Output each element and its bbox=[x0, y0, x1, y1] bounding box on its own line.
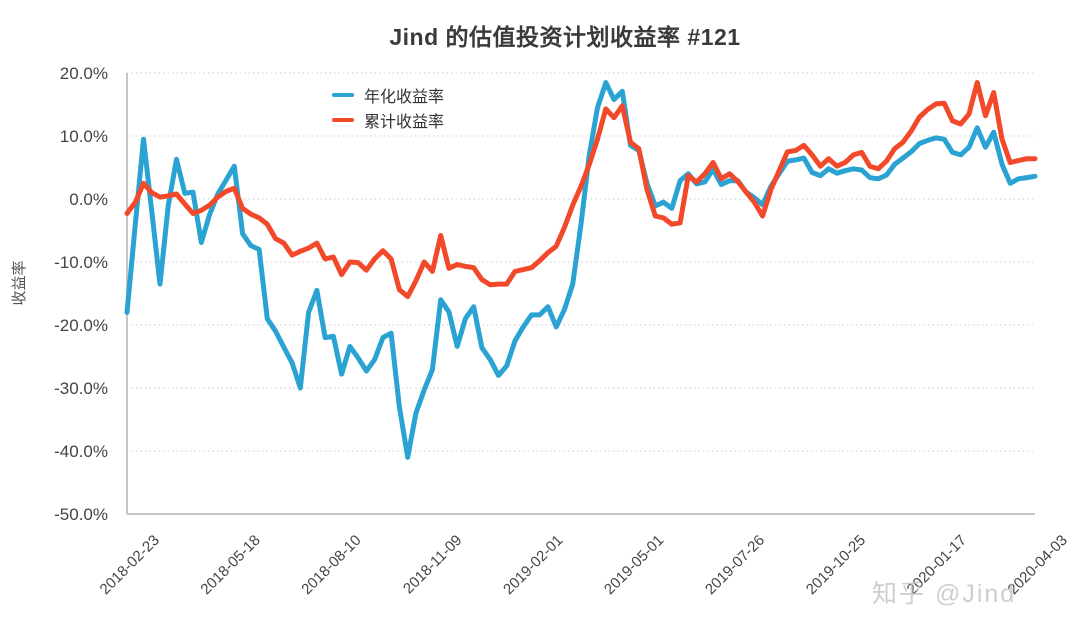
watermark: 知乎 @Jind bbox=[872, 580, 1017, 608]
legend-item-cumulative: 累计收益率 bbox=[332, 109, 445, 131]
legend-swatch-cumulative bbox=[332, 117, 354, 122]
legend-item-annualized: 年化收益率 bbox=[332, 84, 445, 106]
legend: 年化收益率 累计收益率 bbox=[332, 84, 445, 131]
x-tick-label: 2018-02-23 bbox=[97, 532, 163, 598]
y-tick-label: -30.0% bbox=[54, 379, 108, 398]
y-tick-label: -50.0% bbox=[54, 505, 108, 524]
x-tick-label: 2019-07-26 bbox=[702, 532, 768, 598]
y-tick-label: -40.0% bbox=[54, 442, 108, 461]
x-tick-label: 2019-10-25 bbox=[803, 532, 869, 598]
x-tick-label: 2019-05-01 bbox=[601, 532, 667, 598]
legend-label-cumulative: 累计收益率 bbox=[364, 113, 445, 131]
x-tick-label: 2018-11-09 bbox=[400, 532, 465, 597]
y-tick-label: 0.0% bbox=[69, 190, 108, 209]
x-tick-label: 2018-08-10 bbox=[298, 532, 364, 598]
legend-swatch-annualized bbox=[332, 92, 354, 97]
series-cumulative-line bbox=[124, 80, 1038, 300]
y-tick-label: -20.0% bbox=[54, 316, 108, 335]
y-tick-label: -10.0% bbox=[54, 253, 108, 272]
x-tick-label: 2019-02-01 bbox=[500, 532, 566, 598]
legend-label-annualized: 年化收益率 bbox=[364, 88, 445, 106]
series-annualized-line bbox=[124, 80, 1038, 460]
x-tick-label: 2018-05-18 bbox=[197, 532, 263, 598]
y-tick-label: 10.0% bbox=[60, 127, 108, 146]
y-axis-title: 收益率 bbox=[11, 260, 28, 305]
y-tick-label: 20.0% bbox=[60, 64, 108, 83]
chart-title: Jind 的估值投资计划收益率 #121 bbox=[389, 24, 741, 50]
